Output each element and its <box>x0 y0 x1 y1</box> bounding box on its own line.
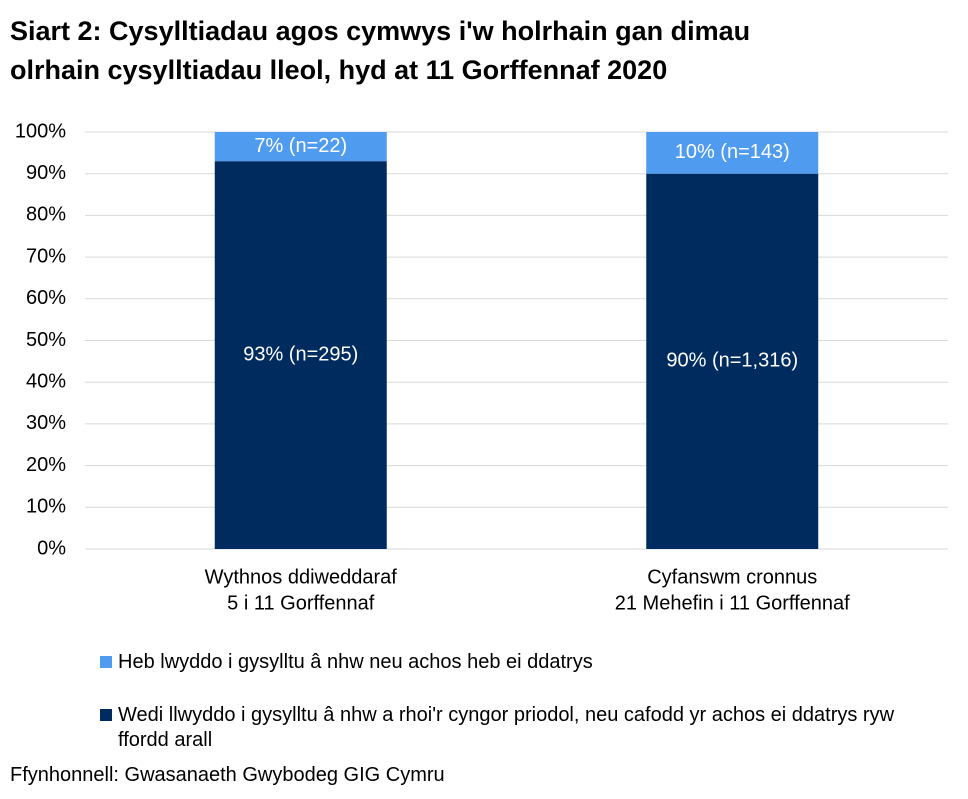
source: Ffynhonnell: Gwasanaeth Gwybodeg GIG Cym… <box>10 764 445 786</box>
value-label: 7% (n=22) <box>254 135 347 157</box>
y-tick-label: 30% <box>26 412 66 434</box>
x-tick-label: Cyfanswm cronnus <box>647 566 817 588</box>
x-tick-label: Wythnos ddiweddaraf <box>205 566 398 588</box>
chart-title: olrhain cysylltiadau lleol, hyd at 11 Go… <box>10 55 667 85</box>
y-tick-label: 90% <box>26 162 66 184</box>
x-tick-label: 5 i 11 Gorffennaf <box>227 592 375 614</box>
value-label: 93% (n=295) <box>243 343 358 365</box>
y-tick-label: 40% <box>26 370 66 392</box>
legend-swatch <box>100 656 112 668</box>
y-tick-label: 0% <box>37 537 66 559</box>
value-label: 10% (n=143) <box>675 141 790 163</box>
y-tick-label: 100% <box>15 120 66 142</box>
legend-label: Wedi llwyddo i gysylltu â nhw a rhoi'r c… <box>118 704 895 751</box>
y-tick-label: 20% <box>26 454 66 476</box>
y-tick-label: 70% <box>26 245 66 267</box>
legend-label: Heb lwyddo i gysylltu â nhw neu achos he… <box>118 651 593 673</box>
bar-segment <box>214 161 387 549</box>
bar-segment <box>646 173 819 549</box>
x-tick-label: 21 Mehefin i 11 Gorffennaf <box>615 592 850 614</box>
bar-segment <box>214 132 387 162</box>
y-tick-label: 80% <box>26 204 66 226</box>
y-tick-label: 60% <box>26 287 66 309</box>
y-tick-label: 10% <box>26 496 66 518</box>
legend-item: Heb lwyddo i gysylltu â nhw neu achos he… <box>100 650 938 675</box>
chart-title: Siart 2: Cysylltiadau agos cymwys i'w ho… <box>10 16 750 46</box>
bar-segment <box>646 132 819 174</box>
value-label: 90% (n=1,316) <box>666 350 798 372</box>
y-tick-label: 50% <box>26 329 66 351</box>
legend-swatch <box>100 709 112 721</box>
legend-item: Wedi llwyddo i gysylltu â nhw a rhoi'r c… <box>100 703 938 753</box>
